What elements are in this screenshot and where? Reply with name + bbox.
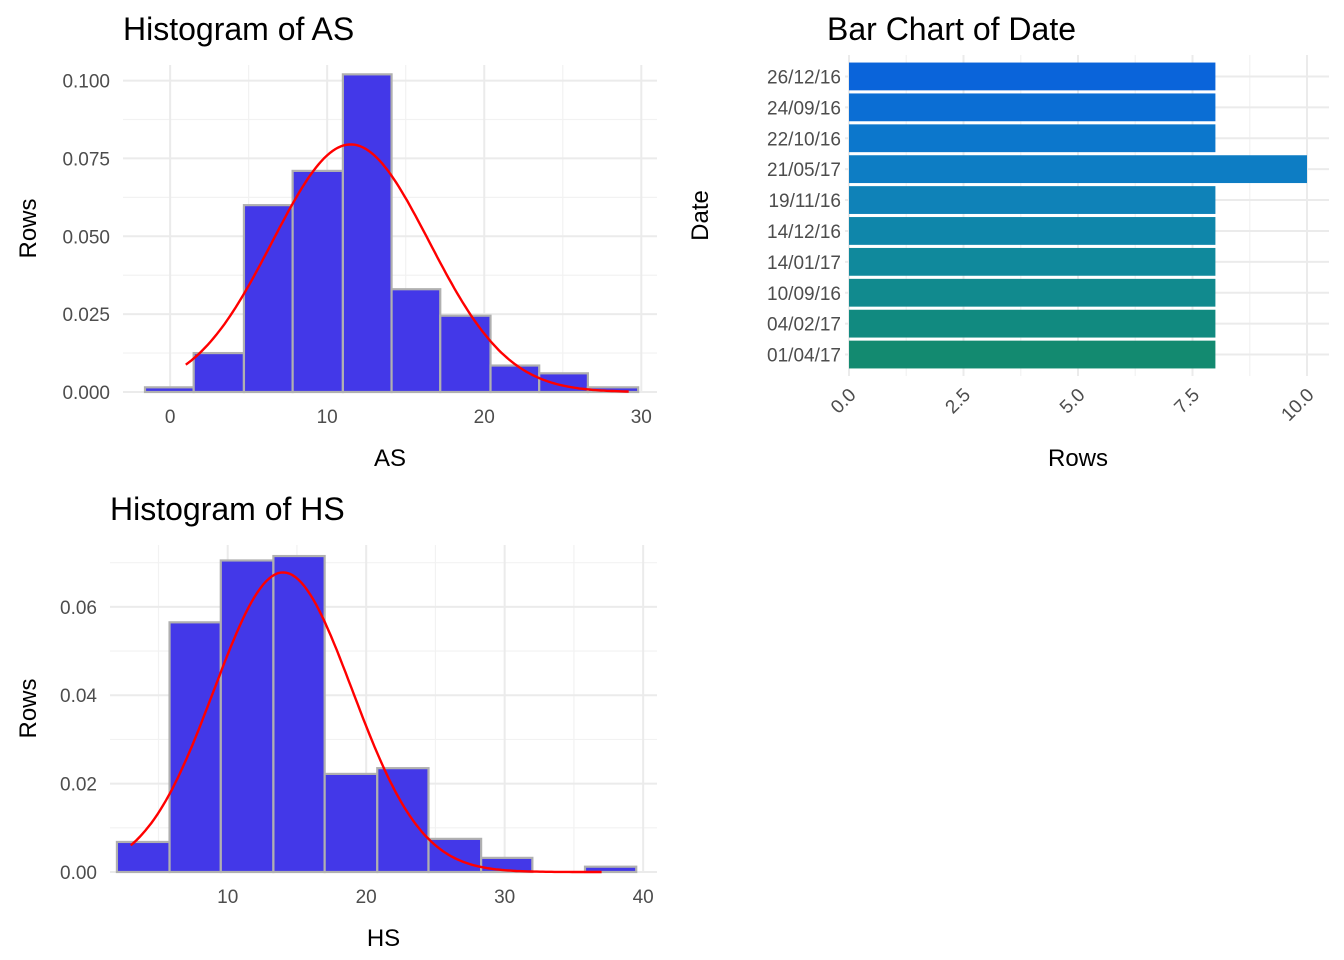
y-tick-label: 0.075: [62, 149, 110, 170]
histogram-bar: [583, 865, 638, 874]
y-tick-label: 0.100: [62, 72, 110, 93]
histogram-bar: [291, 169, 344, 394]
bar-chart-date: 26/12/16 24/09/16 22/10/16 21/05/17 19/11/16…: [687, 11, 1329, 472]
x-tick-label: 10: [217, 887, 238, 908]
bar: [849, 217, 1216, 245]
histogram-bar: [115, 840, 171, 874]
histogram-bar: [376, 767, 430, 874]
chart-title: Bar Chart of Date: [827, 11, 1076, 47]
bar: [849, 93, 1216, 122]
y-axis-title: Rows: [15, 678, 42, 738]
y-tick-label: 14/12/16: [767, 222, 841, 243]
histogram-bar: [242, 204, 294, 394]
bar: [849, 278, 1216, 307]
y-tick-label: 10/09/16: [767, 284, 841, 305]
x-tick-label: 0.0: [827, 385, 861, 419]
chart-title: Histogram of HS: [110, 491, 345, 527]
y-tick-label: 19/11/16: [768, 191, 841, 212]
y-tick-label: 21/05/17: [767, 160, 841, 181]
x-tick-label: 40: [633, 887, 654, 908]
y-tick-label: 01/04/17: [767, 346, 841, 367]
x-tick-label: 30: [494, 887, 515, 908]
y-tick-label: 0.06: [60, 598, 97, 619]
x-tick-label: 2.5: [942, 385, 976, 419]
histogram-bar: [489, 364, 541, 394]
y-tick-label: 0.04: [60, 686, 97, 707]
x-tick-label: 20: [356, 887, 377, 908]
histogram-bar: [192, 351, 246, 394]
histogram-hs: 0.00 0.02 0.04 0.06 10 20 30 40 Histogram of HS H…: [15, 491, 657, 952]
x-tick-label: 30: [631, 407, 652, 428]
x-tick-label: 5.0: [1056, 385, 1090, 419]
bar: [849, 247, 1216, 276]
x-tick-label: 7.5: [1171, 385, 1205, 419]
histogram-bar: [168, 621, 222, 874]
bar: [849, 186, 1216, 214]
y-tick-label: 0.050: [62, 227, 110, 248]
bar: [849, 124, 1216, 153]
bar: [849, 62, 1216, 91]
bar: [849, 340, 1216, 369]
chart-title: Histogram of AS: [123, 11, 354, 47]
histogram-bar: [323, 772, 379, 874]
histogram-bar: [272, 554, 326, 874]
y-tick-label: 0.000: [62, 383, 110, 404]
histogram-as: 0.000 0.025 0.050 0.075 0.100 0 10 20 30 Histogra…: [15, 11, 657, 472]
histogram-bar: [219, 559, 275, 874]
bar: [849, 155, 1307, 184]
histogram-bar: [341, 73, 393, 394]
y-axis-title: Rows: [15, 198, 42, 258]
y-tick-label: 24/09/16: [767, 98, 841, 119]
histogram-bar: [427, 837, 483, 874]
y-tick-label: 0.02: [60, 775, 97, 796]
y-tick-label: 14/01/17: [767, 253, 841, 274]
histogram-bar: [390, 288, 442, 394]
x-axis-title: HS: [367, 925, 400, 952]
x-axis-title: AS: [374, 445, 406, 472]
y-tick-label: 0.00: [60, 863, 97, 884]
x-axis-title: Rows: [1048, 445, 1108, 472]
bar: [849, 309, 1216, 338]
y-tick-label: 04/02/17: [767, 315, 841, 336]
density-curve: [185, 143, 629, 393]
histogram-bar: [439, 314, 492, 394]
y-tick-label: 0.025: [62, 305, 110, 326]
x-tick-label: 20: [474, 407, 495, 428]
x-tick-label: 10.0: [1278, 385, 1319, 426]
y-tick-label: 22/10/16: [767, 129, 841, 150]
density-curve: [129, 571, 602, 874]
histogram-bar: [143, 386, 195, 394]
y-axis-title: Date: [687, 190, 714, 241]
x-tick-label: 10: [317, 407, 338, 428]
x-tick-label: 0: [165, 407, 176, 428]
y-tick-label: 26/12/16: [767, 67, 841, 88]
